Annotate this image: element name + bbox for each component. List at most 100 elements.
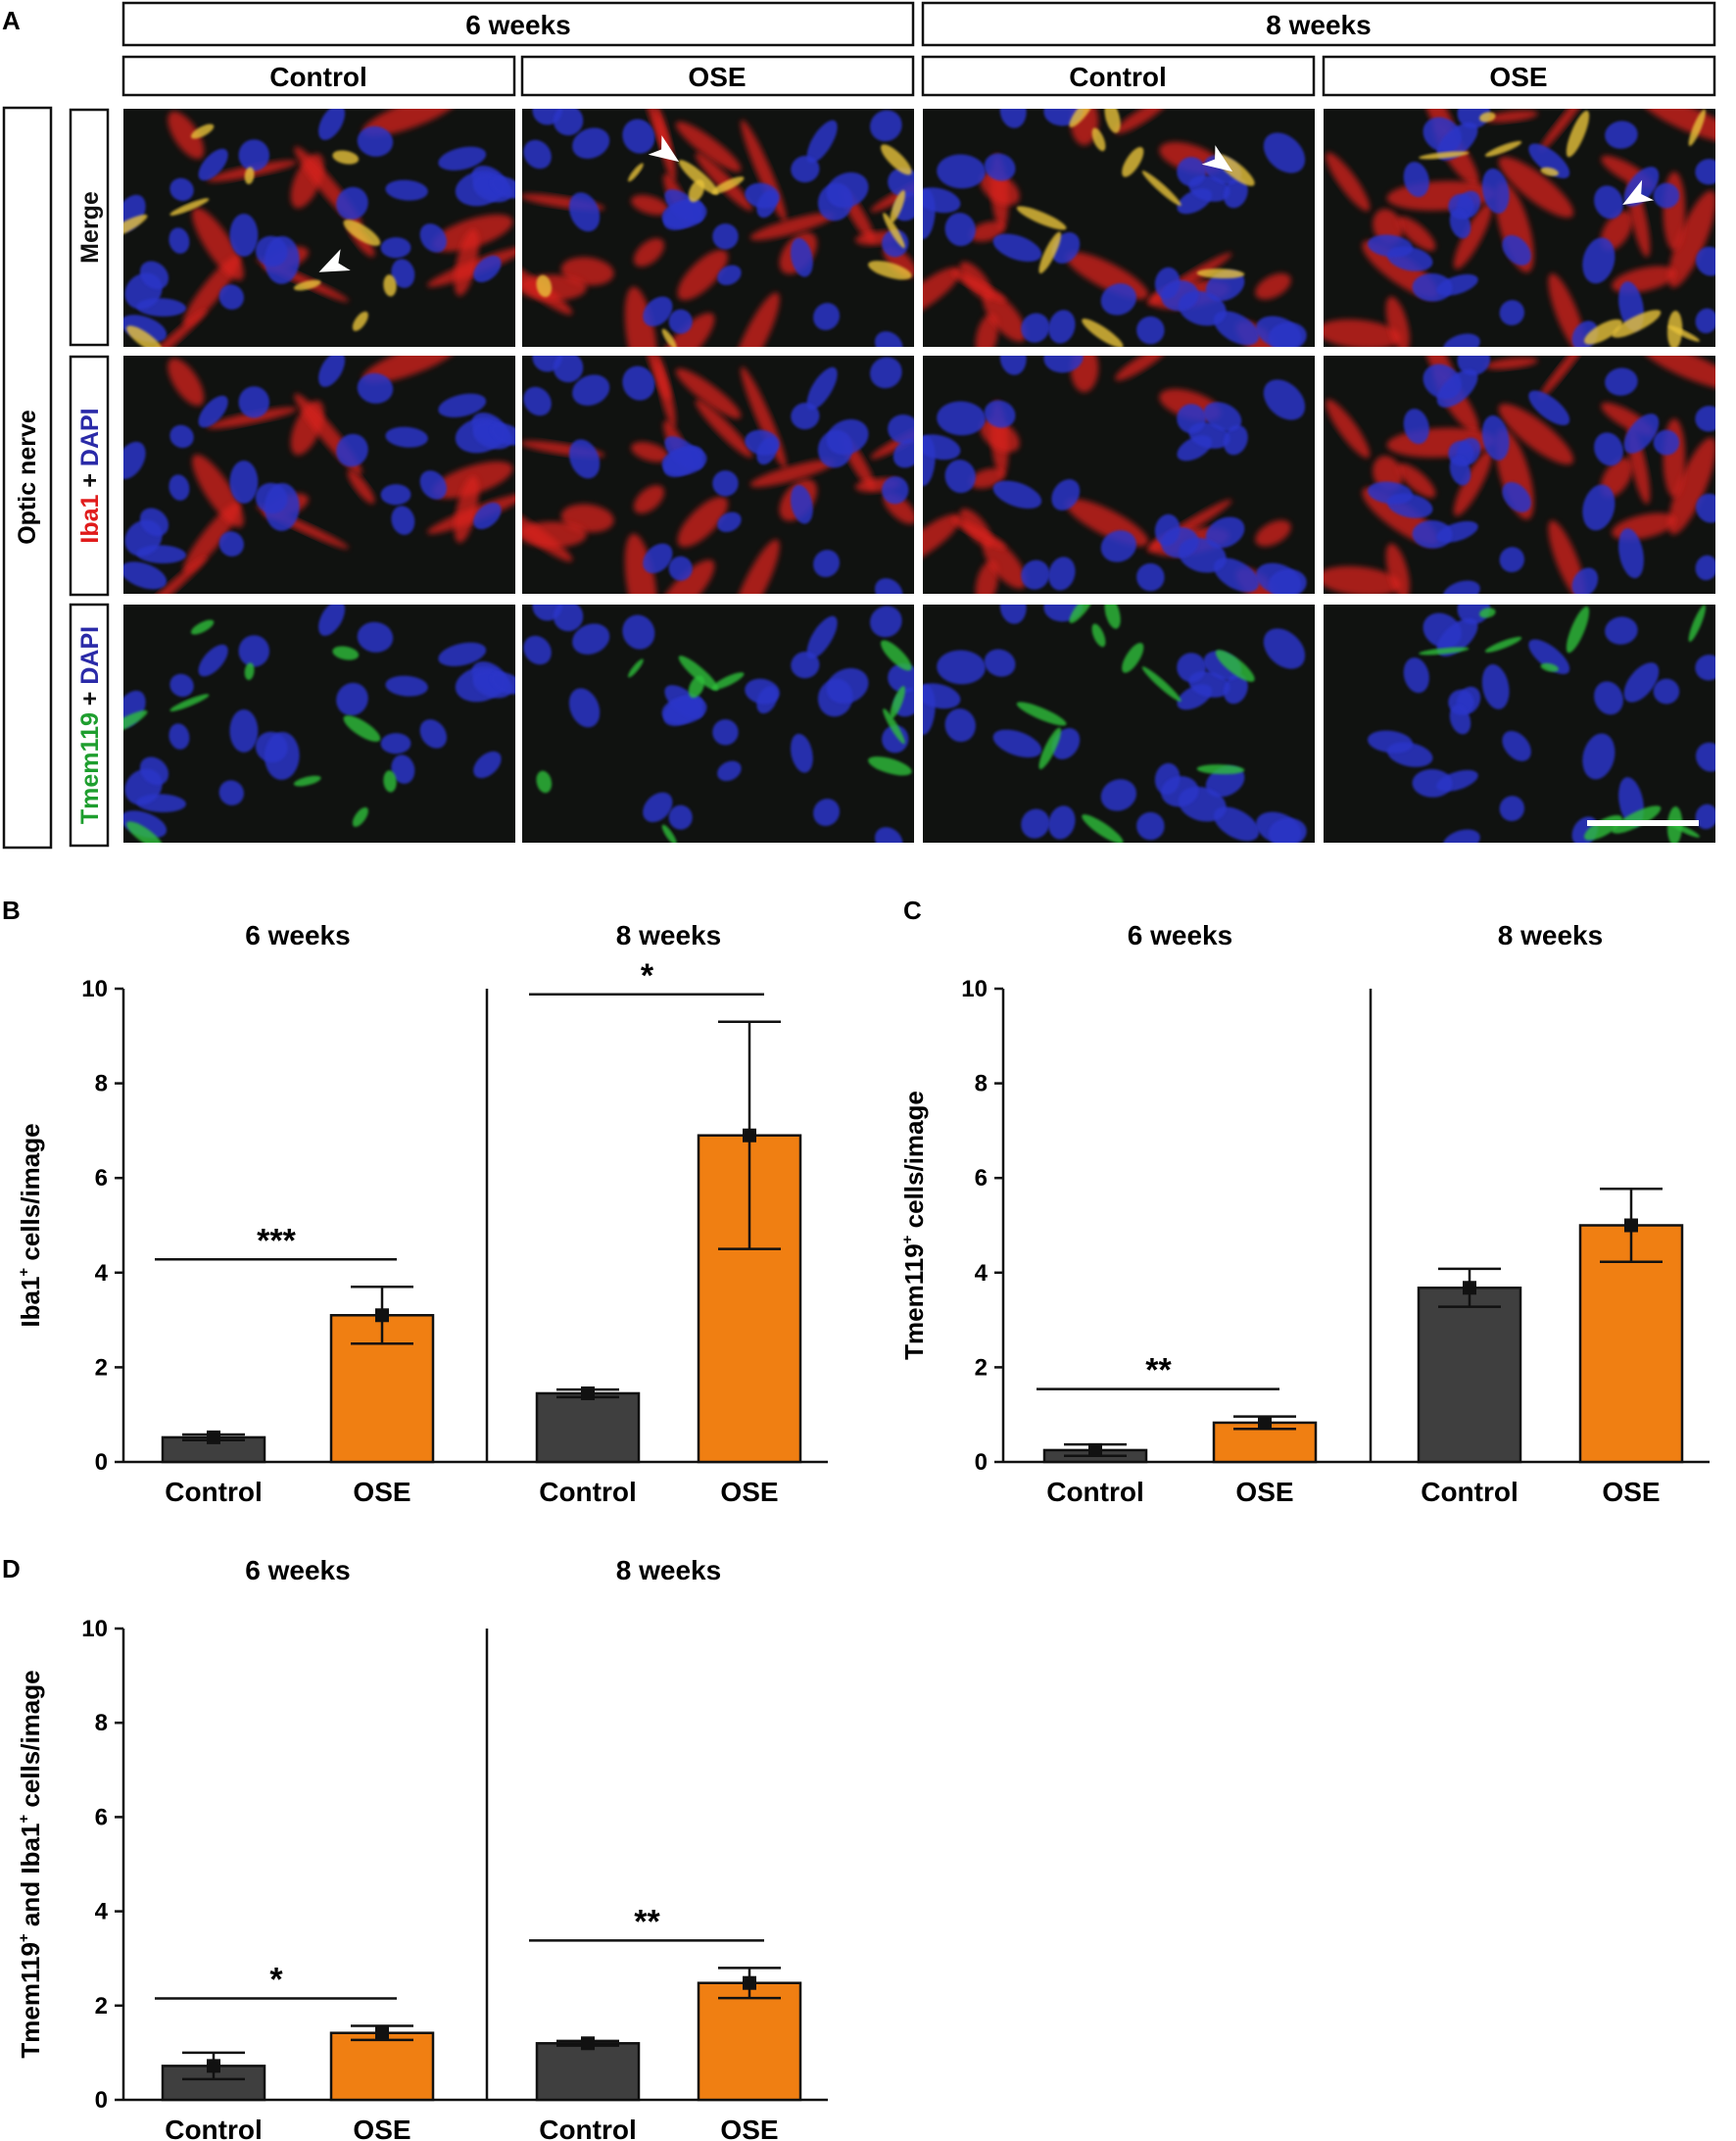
row-label-2-part-2: + [76,466,104,495]
micrograph-r3-c4 [1324,605,1715,843]
micrograph-r3-c2 [522,605,914,843]
time-header-6-weeks-label: 6 weeks [465,10,570,40]
significance-label: * [269,1961,283,1998]
mean-marker [743,1975,756,1990]
arrowhead-c1 [318,249,351,272]
row-label-2-part-1: Iba1 [76,495,104,544]
mean-marker [207,1430,220,1444]
x-tick-label: OSE [353,1477,410,1507]
significance-label: * [641,957,654,995]
row-label-3-part-2: + [76,685,104,713]
micrograph-r3-c3 [923,605,1315,843]
condition-header-2: OSE [520,55,915,97]
x-tick-label: Control [1046,1477,1144,1507]
y-tick-label: 10 [81,1616,108,1642]
group-title: 8 weeks [616,920,721,950]
x-tick-label: OSE [353,2115,410,2141]
x-tick-label: Control [539,2115,637,2141]
y-tick-label: 0 [95,2087,108,2114]
row-label-1: Merge [69,108,110,347]
condition-header-3: Control [921,55,1316,97]
micrograph-r2-c2 [522,356,914,594]
panel-a: A 6 weeks 8 weeks Control OSE Control OS… [2,1,1716,850]
row-label-2: Iba1 + DAPI [69,355,110,597]
significance-label: ** [1145,1352,1172,1389]
bar-control [1417,1287,1522,1464]
condition-header-3-label: Control [1069,62,1167,92]
y-tick-label: 0 [975,1449,988,1476]
x-tick-label: Control [539,1477,637,1507]
panel-b-chart: B 0 2 4 6 8 10 Iba1+ cells/image 6 weeks 8 weeks C… [2,896,828,1507]
y-tick-label: 4 [95,1899,109,1925]
y-tick-label: 2 [95,1354,108,1381]
x-tick-label: Control [165,2115,263,2141]
mean-marker [581,2036,595,2051]
condition-header-4: OSE [1322,55,1716,97]
mean-marker [581,1386,595,1400]
bar-control [535,1391,641,1464]
panel-d-chart: D 0 2 4 6 8 10 Tmem119+ and Iba1+ cells/image 6 … [2,1554,828,2141]
y-axis-label: Tmem119+ cells/image [899,1091,929,1360]
micrograph-r2-c3 [923,356,1315,594]
y-tick-label: 10 [81,976,108,1002]
condition-header-4-label: OSE [1489,62,1547,92]
row-label-1-part-1: Merge [76,191,104,264]
x-tick-label: Control [165,1477,263,1507]
y-tick-label: 0 [95,1449,108,1476]
row-label-3-part-3: DAPI [76,626,104,685]
y-tick-label: 10 [961,976,988,1002]
condition-header-2-label: OSE [688,62,746,92]
time-header-6-weeks: 6 weeks [121,1,915,47]
y-axis-label: Tmem119+ and Iba1+ cells/image [16,1670,45,2058]
y-tick-label: 2 [975,1354,988,1381]
bar-ose [1578,1224,1684,1464]
y-tick-label: 8 [975,1071,988,1097]
mean-marker [375,1308,389,1323]
x-tick-label: Control [1421,1477,1519,1507]
arrowhead-c4 [1622,179,1655,205]
group-title: 6 weeks [1128,920,1232,950]
micrograph-r1-c4 [1324,109,1715,347]
group-title: 6 weeks [245,1555,350,1585]
bar-charts: B 0 2 4 6 8 10 Iba1+ cells/image 6 weeks 8 weeks C… [2,896,1710,2141]
y-tick-label: 8 [95,1710,108,1736]
group-title: 8 weeks [616,1555,721,1585]
mean-marker [375,2025,389,2040]
arrowhead-c3 [1201,145,1233,172]
micrograph-r2-c4 [1324,356,1715,594]
y-tick-label: 2 [95,1993,108,2019]
row-label-2-part-3: DAPI [76,408,104,466]
y-tick-label: 6 [975,1165,988,1192]
row-label-2-text: Iba1 + DAPI [76,408,104,543]
row-label-3-text: Tmem119 + DAPI [76,626,104,824]
arrowhead-c2 [648,135,680,163]
micrograph-r1-c1 [123,109,515,347]
panel-label-c: C [903,896,922,925]
y-tick-label: 4 [975,1260,989,1287]
panel-label-b: B [2,896,21,925]
micrograph-r1-c3 [923,109,1315,347]
panel-label-d: D [2,1554,21,1583]
group-title: 6 weeks [245,920,350,950]
y-tick-label: 4 [95,1260,109,1287]
mean-marker [1088,1442,1102,1457]
mean-marker [1624,1218,1638,1233]
significance-label: ** [634,1903,660,1940]
time-header-8-weeks-label: 8 weeks [1266,10,1371,40]
y-tick-label: 6 [95,1165,108,1192]
mean-marker [1258,1415,1272,1430]
x-tick-label: OSE [1235,1477,1293,1507]
micrograph-r2-c1 [123,356,515,594]
tissue-label-box: Optic nerve [2,106,53,850]
time-header-8-weeks: 8 weeks [921,1,1716,47]
bar-ose [697,1981,802,2102]
tissue-label: Optic nerve [14,410,41,545]
y-axis-label: Iba1+ cells/image [16,1123,45,1327]
mean-marker [207,2059,220,2073]
x-tick-label: OSE [720,1477,778,1507]
row-label-3: Tmem119 + DAPI [69,603,110,848]
row-label-3-part-1: Tmem119 [76,712,104,824]
micrograph-r3-c1 [123,605,515,843]
